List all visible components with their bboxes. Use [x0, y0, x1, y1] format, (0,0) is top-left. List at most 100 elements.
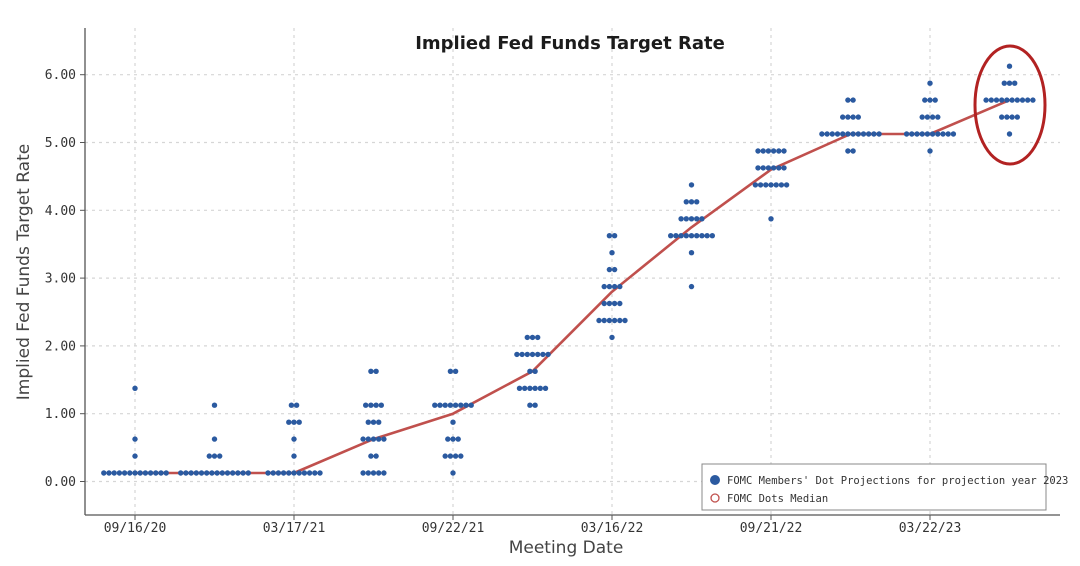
dot-projection: [1006, 131, 1013, 137]
dot-projection: [924, 114, 931, 120]
dot-projection: [617, 283, 623, 290]
dot-projection: [132, 470, 138, 476]
dot-projection: [204, 470, 210, 476]
dot-projection: [617, 317, 623, 324]
dot-projection: [106, 470, 112, 476]
dot-projection: [1006, 63, 1013, 69]
dot-projection: [532, 368, 538, 374]
axes: [84, 28, 1060, 516]
dot-projection: [1014, 97, 1020, 103]
dot-projection: [606, 266, 613, 273]
dot-projection: [535, 351, 541, 358]
dot-projection: [240, 470, 246, 476]
dot-projection: [929, 131, 936, 137]
dot-projection: [783, 182, 790, 188]
y-tick-labels: 0.00 1.00 2.00 3.00 4.00 5.00 6.00: [45, 68, 85, 490]
x-axis-title: Meeting Date: [509, 538, 624, 558]
dot-projection: [524, 334, 530, 341]
dot-projection: [214, 470, 220, 476]
dot-projection: [527, 368, 533, 374]
dot-projection: [270, 470, 276, 476]
x-tick-labels: 09/16/20 03/17/21 09/22/21 03/16/22 09/21/22…: [104, 515, 961, 536]
dot-projection: [458, 453, 464, 459]
dot-projection: [840, 114, 846, 120]
dot-projection: [514, 351, 520, 358]
dot-projection: [275, 470, 282, 476]
dot-projection: [760, 165, 766, 171]
dot-projection: [206, 453, 212, 459]
dot-projection: [524, 351, 530, 358]
dot-projection: [458, 402, 464, 408]
grid: [85, 28, 1060, 515]
x-tick-label: 09/22/21: [422, 521, 485, 536]
dot-projection: [368, 402, 374, 408]
dot-projection: [611, 266, 618, 273]
dot-projection: [694, 216, 700, 222]
dot-projection: [468, 402, 474, 408]
dot-projection: [452, 453, 459, 459]
y-tick-label: 0.00: [45, 475, 76, 490]
dot-projection: [765, 148, 772, 154]
dot-projection: [819, 131, 825, 137]
dot-projection: [540, 351, 546, 358]
dot-projection: [516, 385, 523, 391]
dot-projection: [545, 351, 551, 358]
dot-projection: [704, 233, 710, 239]
dot-projection: [301, 470, 308, 476]
dot-projection: [606, 233, 613, 239]
dot-projection: [370, 470, 377, 476]
dot-projection: [993, 97, 1000, 103]
dot-projection: [929, 114, 936, 120]
dot-projection: [137, 470, 143, 476]
dot-projection: [437, 402, 443, 408]
dot-projection: [999, 97, 1005, 103]
dot-projection: [370, 436, 377, 442]
dot-projection: [450, 436, 456, 442]
dot-projection: [217, 453, 223, 459]
dot-projection: [452, 368, 459, 374]
dot-projection: [601, 300, 607, 307]
dot-projection: [909, 131, 915, 137]
dot-projection: [245, 470, 251, 476]
dot-projection: [770, 148, 777, 154]
dot-projection: [365, 470, 371, 476]
dot-projection: [855, 131, 861, 137]
dot-projection: [622, 317, 628, 324]
dot-projection: [142, 470, 149, 476]
dot-projection: [596, 317, 602, 324]
dot-projection: [845, 97, 851, 103]
dot-projection: [999, 114, 1005, 120]
dot-projection: [450, 419, 456, 425]
dot-projection: [235, 470, 241, 476]
dot-projection: [447, 402, 454, 408]
dot-projection: [132, 453, 138, 459]
dot-projection: [365, 436, 371, 442]
dot-projection: [1014, 114, 1020, 120]
dot-projection: [834, 131, 841, 137]
dot-projection: [209, 470, 215, 476]
dot-projection: [611, 283, 618, 290]
dot-projection: [773, 182, 779, 188]
dot-projection: [781, 165, 787, 171]
dot-projection: [537, 385, 543, 391]
dot-projection: [609, 334, 615, 341]
dot-projection: [1004, 97, 1010, 103]
dot-projection: [432, 402, 438, 408]
legend-label-dots: FOMC Members' Dot Projections for projec…: [727, 475, 1068, 487]
dot-projection: [699, 216, 705, 222]
dot-projection: [935, 131, 941, 137]
dot-projection: [527, 385, 533, 391]
dot-projection: [317, 470, 323, 476]
dot-projection: [940, 131, 946, 137]
dot-projection: [919, 114, 925, 120]
dot-projection: [291, 470, 297, 476]
dot-projection: [376, 419, 382, 425]
legend-box: [701, 463, 1047, 511]
dot-projection: [850, 131, 856, 137]
dot-projection: [163, 470, 169, 476]
dot-projection: [606, 317, 613, 324]
dot-projection: [709, 233, 715, 239]
dot-projection: [442, 453, 448, 459]
dot-projection: [763, 182, 769, 188]
dot-projection: [768, 216, 774, 222]
